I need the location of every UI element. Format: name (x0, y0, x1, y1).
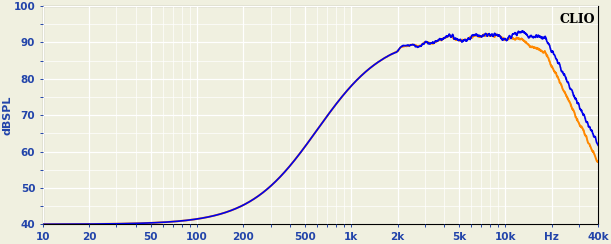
Y-axis label: dBSPL: dBSPL (2, 95, 12, 135)
Text: CLIO: CLIO (560, 13, 595, 26)
